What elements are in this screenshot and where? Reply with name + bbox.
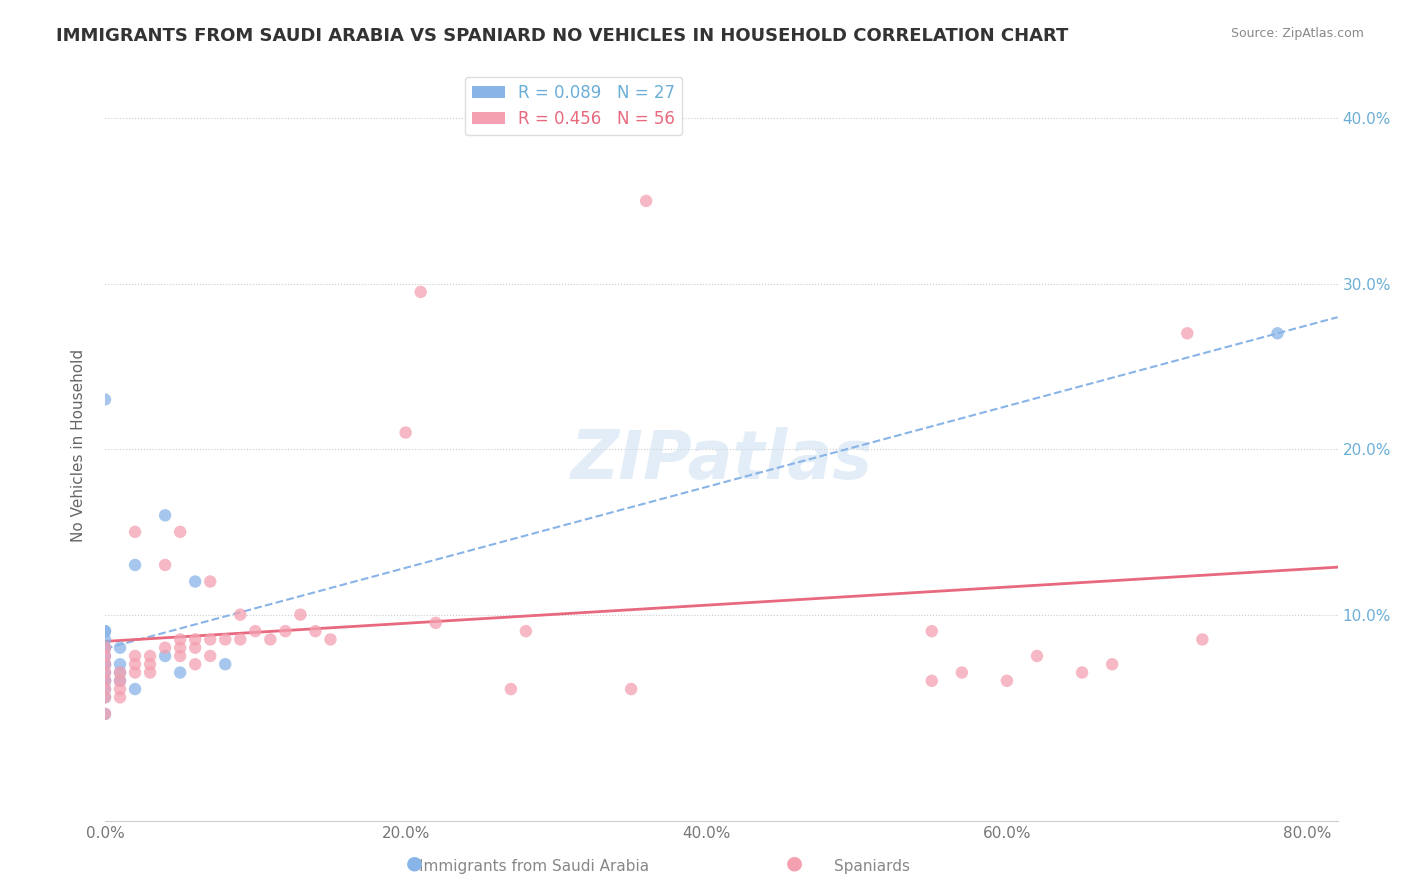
Point: [200, 648, 222, 663]
Point: [169, 640, 191, 655]
Point: [1175, 326, 1198, 341]
Point: [290, 607, 312, 622]
Point: [409, 285, 432, 299]
Point: [1191, 632, 1213, 647]
Point: [636, 194, 658, 208]
Point: [620, 682, 643, 697]
Point: [94, 673, 117, 688]
Text: Spaniards: Spaniards: [834, 859, 910, 874]
Point: [94, 640, 117, 655]
Point: [1026, 648, 1049, 663]
Point: [950, 665, 973, 680]
Point: [1267, 326, 1289, 341]
Point: [184, 640, 207, 655]
Point: [139, 665, 162, 680]
Point: [108, 640, 131, 655]
Point: [94, 632, 117, 647]
Point: [245, 624, 267, 639]
Point: [94, 657, 117, 672]
Point: [94, 706, 117, 721]
Point: [139, 657, 162, 672]
Point: [124, 558, 146, 572]
Point: [425, 615, 447, 630]
Point: [169, 524, 191, 539]
Point: [94, 665, 117, 680]
Point: [200, 632, 222, 647]
Point: [94, 640, 117, 655]
Point: [995, 673, 1018, 688]
Point: [214, 657, 236, 672]
Point: [94, 690, 117, 705]
Point: [94, 657, 117, 672]
Point: [184, 632, 207, 647]
Point: [169, 632, 191, 647]
Point: [229, 632, 252, 647]
Point: [94, 665, 117, 680]
Point: [94, 624, 117, 639]
Point: [921, 624, 943, 639]
Point: [94, 657, 117, 672]
Point: [214, 632, 236, 647]
Legend: R = 0.089   N = 27, R = 0.456   N = 56: R = 0.089 N = 27, R = 0.456 N = 56: [465, 77, 682, 135]
Text: Source: ZipAtlas.com: Source: ZipAtlas.com: [1230, 27, 1364, 40]
Point: [153, 640, 176, 655]
Point: [169, 665, 191, 680]
Point: [94, 624, 117, 639]
Point: [169, 648, 191, 663]
Point: [499, 682, 522, 697]
Point: [184, 657, 207, 672]
Point: [319, 632, 342, 647]
Point: [108, 665, 131, 680]
Point: [153, 648, 176, 663]
Point: [94, 673, 117, 688]
Point: [94, 392, 117, 407]
Text: Immigrants from Saudi Arabia: Immigrants from Saudi Arabia: [419, 859, 650, 874]
Point: [274, 624, 297, 639]
Y-axis label: No Vehicles in Household: No Vehicles in Household: [72, 349, 86, 541]
Point: [108, 673, 131, 688]
Point: [229, 607, 252, 622]
Point: [259, 632, 281, 647]
Point: [94, 706, 117, 721]
Text: ●: ●: [786, 854, 803, 872]
Point: [395, 425, 418, 440]
Point: [94, 673, 117, 688]
Point: [108, 690, 131, 705]
Point: [94, 682, 117, 697]
Point: [921, 673, 943, 688]
Point: [200, 574, 222, 589]
Text: ●: ●: [406, 854, 423, 872]
Point: [124, 648, 146, 663]
Point: [124, 657, 146, 672]
Point: [515, 624, 537, 639]
Point: [94, 648, 117, 663]
Point: [94, 690, 117, 705]
Point: [153, 508, 176, 523]
Point: [124, 682, 146, 697]
Point: [304, 624, 326, 639]
Point: [108, 682, 131, 697]
Point: [94, 682, 117, 697]
Point: [108, 657, 131, 672]
Point: [139, 648, 162, 663]
Text: IMMIGRANTS FROM SAUDI ARABIA VS SPANIARD NO VEHICLES IN HOUSEHOLD CORRELATION CH: IMMIGRANTS FROM SAUDI ARABIA VS SPANIARD…: [56, 27, 1069, 45]
Point: [124, 524, 146, 539]
Point: [1101, 657, 1123, 672]
Point: [124, 665, 146, 680]
Point: [108, 673, 131, 688]
Point: [1071, 665, 1094, 680]
Text: ZIPatlas: ZIPatlas: [571, 427, 872, 493]
Point: [108, 665, 131, 680]
Point: [94, 648, 117, 663]
Point: [184, 574, 207, 589]
Point: [153, 558, 176, 572]
Point: [94, 640, 117, 655]
